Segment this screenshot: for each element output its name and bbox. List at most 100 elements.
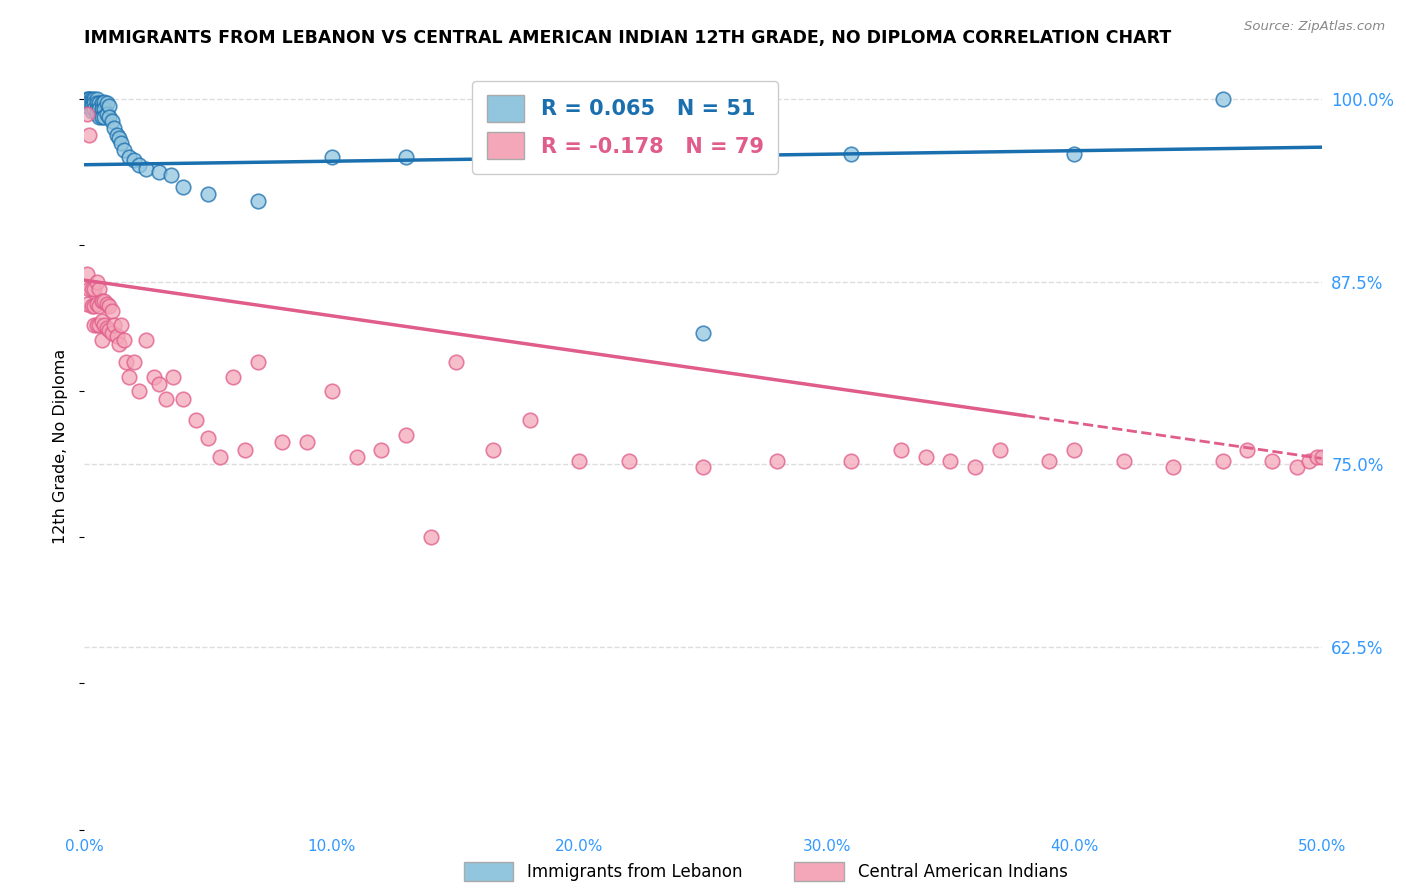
- Point: [321, 384, 343, 399]
- Point: [76, 92, 98, 106]
- Point: [172, 179, 194, 194]
- Point: [96, 96, 118, 111]
- Point: [90, 96, 112, 111]
- Point: [122, 153, 145, 168]
- Point: [1112, 454, 1135, 468]
- Point: [96, 321, 118, 335]
- Point: [98, 99, 121, 113]
- Point: [93, 102, 115, 116]
- Point: [80, 99, 103, 113]
- Point: [83, 300, 105, 314]
- Point: [90, 110, 112, 124]
- Point: [110, 136, 132, 150]
- Point: [112, 143, 135, 157]
- Point: [155, 392, 177, 406]
- Point: [988, 442, 1011, 457]
- Point: [105, 128, 128, 143]
- Point: [79, 92, 101, 106]
- Point: [100, 114, 122, 128]
- Point: [90, 314, 112, 328]
- Point: [135, 162, 157, 177]
- Point: [128, 158, 150, 172]
- Point: [841, 147, 863, 161]
- Text: IMMIGRANTS FROM LEBANON VS CENTRAL AMERICAN INDIAN 12TH GRADE, NO DIPLOMA CORREL: IMMIGRANTS FROM LEBANON VS CENTRAL AMERI…: [84, 29, 1171, 47]
- Text: Central American Indians: Central American Indians: [858, 863, 1067, 881]
- Point: [90, 333, 112, 347]
- Point: [80, 282, 103, 296]
- Point: [89, 318, 111, 333]
- Point: [914, 450, 936, 464]
- Point: [86, 102, 108, 116]
- Point: [76, 106, 98, 120]
- Point: [135, 333, 157, 347]
- Point: [79, 95, 101, 109]
- Point: [93, 318, 115, 333]
- Point: [93, 110, 115, 124]
- Point: [1063, 442, 1085, 457]
- Point: [108, 337, 131, 351]
- Point: [246, 355, 269, 369]
- Point: [1298, 454, 1320, 468]
- Point: [271, 435, 294, 450]
- Point: [1212, 454, 1234, 468]
- Point: [83, 102, 105, 116]
- Point: [96, 296, 118, 310]
- Point: [108, 131, 131, 145]
- Point: [98, 110, 121, 124]
- Point: [86, 275, 108, 289]
- Point: [395, 150, 418, 164]
- Point: [295, 435, 318, 450]
- Point: [86, 318, 108, 333]
- Point: [197, 186, 219, 201]
- Point: [142, 369, 165, 384]
- Point: [209, 450, 232, 464]
- Point: [519, 413, 541, 427]
- Point: [1236, 442, 1258, 457]
- Point: [160, 168, 183, 182]
- Point: [79, 282, 101, 296]
- Point: [1161, 460, 1184, 475]
- Point: [246, 194, 269, 209]
- Point: [222, 369, 245, 384]
- Point: [89, 282, 111, 296]
- Point: [692, 460, 714, 475]
- Point: [86, 96, 108, 111]
- Point: [93, 293, 115, 308]
- Point: [93, 95, 115, 109]
- Point: [103, 121, 125, 136]
- Point: [162, 369, 184, 384]
- Point: [148, 376, 170, 391]
- Point: [115, 355, 138, 369]
- Text: Source: ZipAtlas.com: Source: ZipAtlas.com: [1244, 20, 1385, 33]
- Point: [89, 102, 111, 116]
- Point: [80, 300, 103, 314]
- Point: [76, 268, 98, 282]
- Point: [118, 369, 141, 384]
- Point: [80, 95, 103, 109]
- Point: [481, 442, 503, 457]
- Point: [766, 454, 789, 468]
- Legend: R = 0.065   N = 51, R = -0.178   N = 79: R = 0.065 N = 51, R = -0.178 N = 79: [472, 80, 779, 174]
- Point: [98, 300, 121, 314]
- Point: [86, 106, 108, 120]
- Point: [100, 303, 122, 318]
- Point: [1212, 92, 1234, 106]
- Point: [89, 96, 111, 111]
- Point: [76, 296, 98, 310]
- Point: [1063, 147, 1085, 161]
- Point: [321, 150, 343, 164]
- Point: [90, 293, 112, 308]
- Point: [841, 454, 863, 468]
- Point: [568, 454, 591, 468]
- Point: [90, 102, 112, 116]
- Point: [1261, 454, 1284, 468]
- Point: [1310, 450, 1333, 464]
- Y-axis label: 12th Grade, No Diploma: 12th Grade, No Diploma: [53, 349, 69, 543]
- Point: [76, 99, 98, 113]
- Point: [444, 355, 467, 369]
- Point: [148, 165, 170, 179]
- Point: [128, 384, 150, 399]
- Point: [89, 110, 111, 124]
- Point: [79, 128, 101, 143]
- Point: [86, 92, 108, 106]
